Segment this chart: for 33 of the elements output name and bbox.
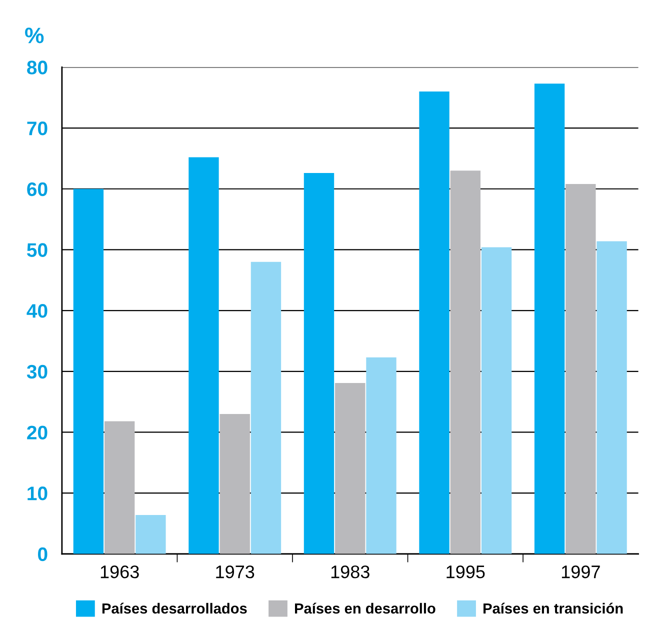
x-tick-label: 1995 <box>446 565 485 578</box>
bar <box>534 84 565 554</box>
bar <box>73 188 104 554</box>
bar <box>188 157 219 554</box>
bar <box>104 421 135 554</box>
y-tick-label: 30 <box>26 364 48 379</box>
bar <box>366 357 396 554</box>
x-tick-label: 1997 <box>562 565 600 578</box>
legend-label: Países en transición <box>484 602 623 614</box>
legend-label: Países en desarrollo <box>295 602 436 614</box>
bar <box>596 241 627 554</box>
y-tick-label: 20 <box>27 426 48 440</box>
bar <box>220 414 250 554</box>
x-tick-label: 1983 <box>331 565 370 578</box>
y-tick-label: 70 <box>27 122 48 136</box>
bar <box>304 173 334 554</box>
bar <box>136 514 166 554</box>
x-tick-label: 1963 <box>100 565 139 578</box>
y-tick-label: 40 <box>26 304 48 318</box>
bar <box>481 247 512 554</box>
legend-label: Países desarrollados <box>102 602 247 614</box>
y-tick-label: 10 <box>28 486 48 500</box>
y-tick-label: 60 <box>27 182 48 196</box>
y-tick-label: 50 <box>27 243 48 257</box>
bar <box>335 382 366 554</box>
bar <box>566 184 596 554</box>
bar <box>419 92 450 554</box>
y-tick-label: 0 <box>38 547 48 562</box>
bar <box>250 262 282 554</box>
x-tick-label: 1973 <box>216 565 254 578</box>
y-tick-label: 80 <box>27 60 48 74</box>
y-axis-title: % <box>25 28 44 44</box>
bar <box>450 170 480 554</box>
